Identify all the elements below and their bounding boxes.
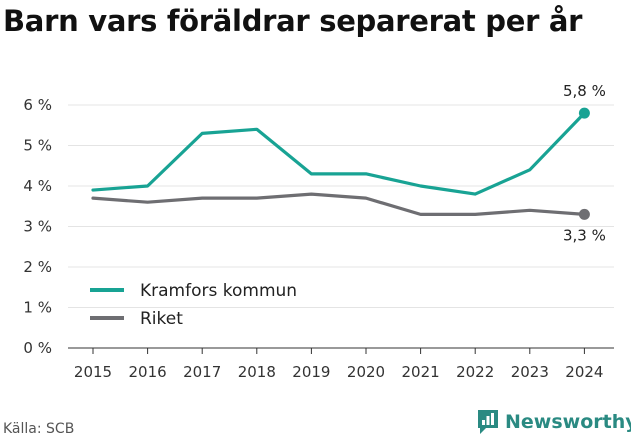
series-line-0 <box>91 111 587 196</box>
line-chart: 0 %1 %2 %3 %4 %5 %6 % 2015 2016 2017 2018 20… <box>23 82 614 381</box>
y-tick-label: 3 % <box>23 218 52 236</box>
x-tick-label: 2024 <box>565 363 603 381</box>
y-tick-label: 6 % <box>23 96 52 114</box>
source-note: Källa: SCB <box>3 421 75 437</box>
newsworthy-logo-icon <box>478 410 498 434</box>
x-axis: 2015 2016 2017 2018 2019 2020 2021 2022 2023 2024 <box>68 347 614 381</box>
series-end-point-1 <box>578 208 590 220</box>
x-tick-label: 2017 <box>183 363 221 381</box>
legend: Kramfors kommun Riket <box>90 281 297 329</box>
legend-label-1: Riket <box>140 309 183 329</box>
y-tick-label: 4 % <box>23 177 52 195</box>
x-tick-label: 2018 <box>238 363 276 381</box>
x-tick-label: 2020 <box>347 363 385 381</box>
grid-lines <box>68 104 614 308</box>
series-end-label-1: 3,3 % <box>563 226 606 244</box>
series-lines: 5,8 % 3,3 % <box>91 82 606 244</box>
brand-logo[interactable]: Newsworthy <box>476 407 631 437</box>
y-tick-label: 1 % <box>23 299 52 317</box>
y-axis: 0 % 1 % 2 % 3 % 4 % 5 % 6 % <box>23 96 52 357</box>
x-tick-label: 2022 <box>456 363 494 381</box>
x-tick-label: 2016 <box>129 363 167 381</box>
y-tick-label: 5 % <box>23 137 52 155</box>
series-end-point-0 <box>578 107 590 119</box>
series-end-label-0: 5,8 % <box>563 82 606 100</box>
brand-name: Newsworthy <box>505 411 631 433</box>
y-tick-label: 2 % <box>23 258 52 276</box>
x-tick-label: 2019 <box>292 363 330 381</box>
x-tick-label: 2021 <box>402 363 440 381</box>
x-tick-label: 2015 <box>74 363 112 381</box>
legend-label-0: Kramfors kommun <box>140 281 297 301</box>
x-tick-label: 2023 <box>511 363 549 381</box>
chart-title: Barn vars föräldrar separerat per år <box>3 4 583 38</box>
series-line-1 <box>91 192 587 216</box>
y-tick-label: 0 % <box>23 339 52 357</box>
